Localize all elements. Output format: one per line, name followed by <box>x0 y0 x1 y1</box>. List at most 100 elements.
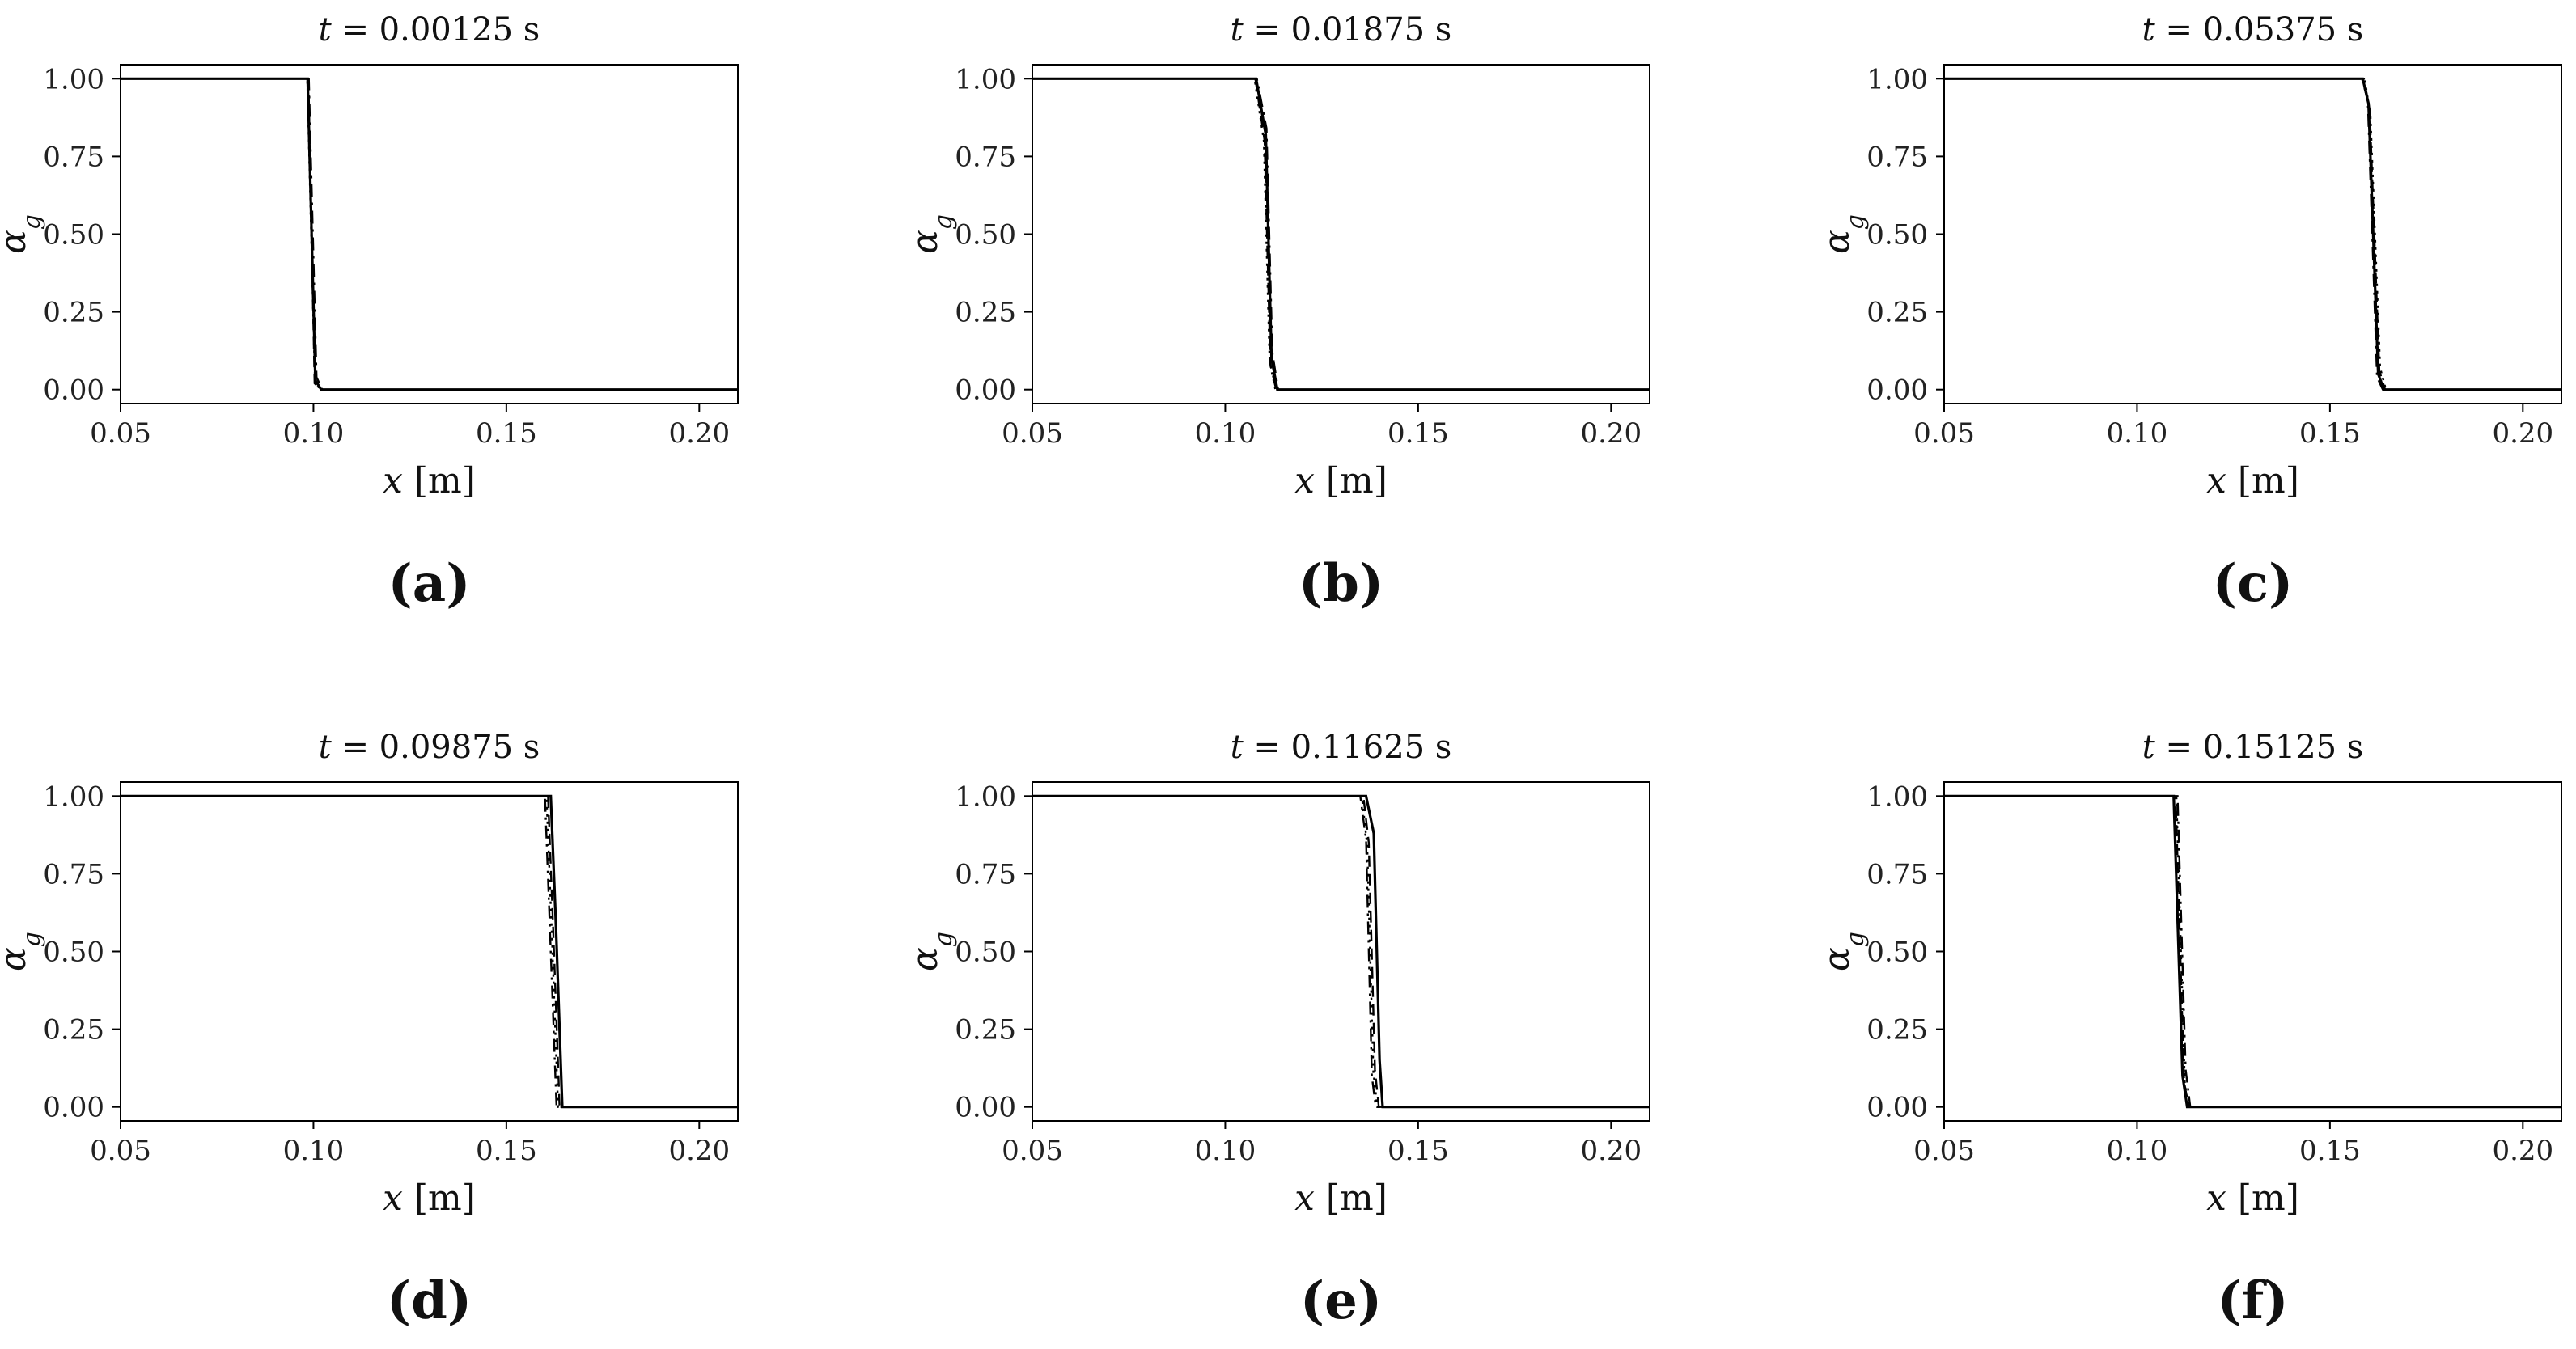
plot-frame <box>120 781 739 1122</box>
y-tick-label: 1.00 <box>43 780 104 813</box>
x-tick-label: 0.05 <box>1002 1135 1063 1167</box>
y-axis-label: αg <box>1816 214 1870 254</box>
y-tick-label: 0.25 <box>955 1014 1016 1047</box>
series-line-dashdot <box>1944 78 2561 391</box>
y-tick-label: 0.75 <box>43 858 104 890</box>
y-tick-label: 0.75 <box>43 141 104 173</box>
y-tick-label: 0.00 <box>955 374 1016 407</box>
x-tick-label: 0.15 <box>1388 1135 1449 1167</box>
series-line-dotted <box>1032 78 1650 391</box>
y-tick-label: 1.00 <box>955 63 1016 95</box>
series-line-dashed <box>1944 78 2561 391</box>
x-tick-label: 0.05 <box>1913 1135 1975 1167</box>
panel-title: t = 0.11625 s <box>1231 729 1452 766</box>
series-line-dashdot <box>121 78 738 391</box>
panel-tag: (d) <box>387 1271 472 1331</box>
y-tick-label: 0.25 <box>1866 1014 1928 1047</box>
series-line-solid <box>1944 794 2561 1109</box>
y-axis-label: αg <box>0 932 46 971</box>
x-tick-label: 0.15 <box>476 1135 537 1167</box>
x-tick-label: 0.20 <box>1580 417 1642 450</box>
y-tick-label: 0.00 <box>43 374 104 407</box>
plot-frame <box>1943 64 2562 404</box>
y-tick-label: 1.00 <box>43 63 104 95</box>
series-line-dotted <box>121 78 738 391</box>
y-tick-label: 0.00 <box>43 1092 104 1124</box>
series-line-dashdot <box>1944 795 2561 1108</box>
plot-frame <box>1032 781 1650 1122</box>
y-axis-label: αg <box>905 214 958 254</box>
x-tick-label: 0.05 <box>1913 417 1975 450</box>
x-tick-label: 0.20 <box>1580 1135 1642 1167</box>
y-tick-label: 1.00 <box>1866 780 1928 813</box>
x-axis-label: x [m] <box>1294 460 1388 501</box>
x-axis-label: x [m] <box>1294 1178 1388 1219</box>
y-axis-label: αg <box>1816 932 1870 971</box>
y-tick-label: 0.75 <box>955 858 1016 890</box>
y-tick-label: 0.00 <box>1866 374 1928 407</box>
series-line-dashed <box>121 795 738 1108</box>
series-line-dashed <box>1944 795 2561 1108</box>
y-tick-label: 0.25 <box>43 297 104 329</box>
series-line-dashed <box>1032 795 1650 1108</box>
x-tick-label: 0.15 <box>476 417 537 450</box>
x-tick-label: 0.15 <box>2299 417 2361 450</box>
series-line-solid <box>121 77 738 391</box>
panel-title: t = 0.09875 s <box>319 729 540 766</box>
series-line-solid <box>1944 77 2561 391</box>
x-axis-label: x [m] <box>383 1178 476 1219</box>
x-tick-label: 0.10 <box>2107 417 2168 450</box>
x-tick-label: 0.10 <box>1195 417 1256 450</box>
plot-frame <box>120 64 739 404</box>
y-tick-label: 0.75 <box>1866 141 1928 173</box>
series-line-dashdot <box>1032 795 1650 1108</box>
series-line-dashed <box>1032 78 1650 391</box>
series-line-dashdot <box>1032 78 1650 391</box>
x-tick-label: 0.05 <box>1002 417 1063 450</box>
series-line-solid <box>1032 794 1650 1109</box>
x-tick-label: 0.10 <box>283 417 345 450</box>
series-line-dotted <box>1032 795 1650 1108</box>
series-line-dotted <box>1944 78 2561 391</box>
series-line-dashdot <box>121 795 738 1108</box>
y-tick-label: 0.50 <box>43 219 104 252</box>
panel-a: t = 0.00125 s 0.05 0.10 0.15 0.20 0.00 0.25 0.5… <box>0 11 739 614</box>
panel-title: t = 0.05375 s <box>2142 11 2364 49</box>
panel-title: t = 0.00125 s <box>319 11 540 49</box>
panel-tag: (a) <box>388 553 470 614</box>
x-tick-label: 0.20 <box>2492 1135 2553 1167</box>
panel-tag: (f) <box>2217 1271 2288 1331</box>
panel-e: t = 0.11625 s 0.05 0.10 0.15 0.20 0.00 0.25 0.5… <box>905 729 1650 1331</box>
y-tick-label: 1.00 <box>1866 63 1928 95</box>
x-tick-label: 0.05 <box>90 1135 151 1167</box>
series-line-dotted <box>1944 795 2561 1108</box>
panel-tag: (b) <box>1299 553 1383 614</box>
y-tick-label: 0.50 <box>1866 219 1928 252</box>
plot-frame <box>1032 64 1650 404</box>
y-tick-label: 0.50 <box>43 937 104 969</box>
x-tick-label: 0.10 <box>2107 1135 2168 1167</box>
x-tick-label: 0.20 <box>668 1135 730 1167</box>
x-tick-label: 0.05 <box>90 417 151 450</box>
panels: t = 0.00125 s 0.05 0.10 0.15 0.20 0.00 0.25 0.5… <box>0 11 2562 1331</box>
series-line-dashed <box>121 78 738 391</box>
x-tick-label: 0.15 <box>1388 417 1449 450</box>
panel-b: t = 0.01875 s 0.05 0.10 0.15 0.20 0.00 0.25 0.5… <box>905 11 1650 614</box>
y-tick-label: 0.00 <box>955 1092 1016 1124</box>
y-axis-label: αg <box>0 214 46 254</box>
y-tick-label: 0.75 <box>1866 858 1928 890</box>
panel-tag: (c) <box>2213 553 2294 614</box>
y-axis-label: αg <box>905 932 958 971</box>
y-tick-label: 0.50 <box>955 937 1016 969</box>
panel-f: t = 0.15125 s 0.05 0.10 0.15 0.20 0.00 0.25 0.5… <box>1816 729 2562 1331</box>
panel-title: t = 0.15125 s <box>2142 729 2364 766</box>
x-axis-label: x [m] <box>383 460 476 501</box>
panel-title: t = 0.01875 s <box>1231 11 1452 49</box>
y-tick-label: 0.00 <box>1866 1092 1928 1124</box>
x-tick-label: 0.10 <box>1195 1135 1256 1167</box>
x-tick-label: 0.20 <box>2492 417 2553 450</box>
series-line-solid <box>121 794 738 1109</box>
y-tick-label: 0.25 <box>43 1014 104 1047</box>
panel-tag: (e) <box>1300 1271 1382 1331</box>
